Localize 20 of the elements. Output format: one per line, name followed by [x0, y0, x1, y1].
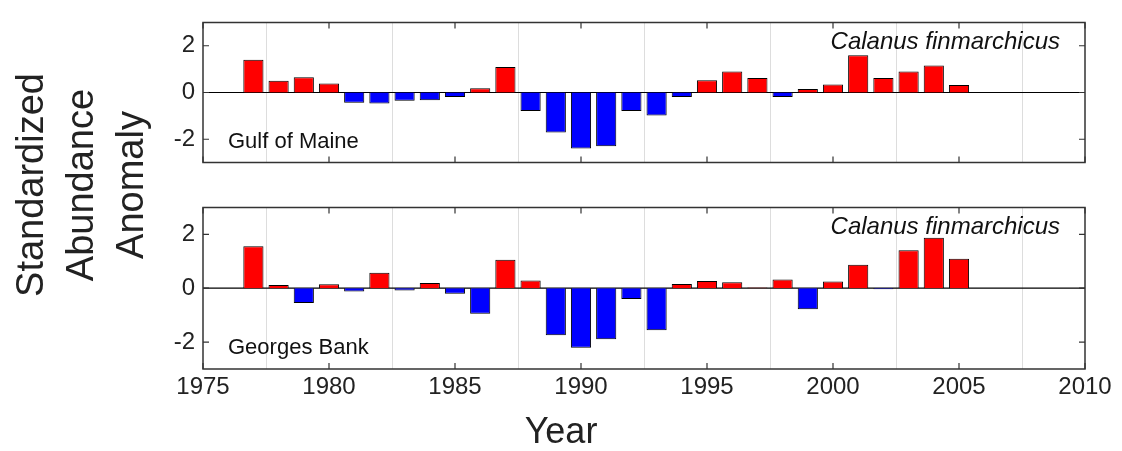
y-axis-title: Standardized Abundance Anomaly	[8, 72, 152, 299]
x-tick-label: 1975	[176, 372, 230, 400]
y-tick-label: -2	[173, 326, 195, 354]
x-tick-label: 1990	[554, 372, 608, 400]
x-tick-label: 2010	[1058, 372, 1112, 400]
x-tick-label: 2005	[932, 372, 986, 400]
x-tick-label: 1985	[428, 372, 482, 400]
y-tick-label: 0	[181, 77, 195, 105]
annotation: Gulf of Maine	[228, 127, 359, 153]
annotation: Calanus finmarchicus	[830, 27, 1060, 55]
x-axis-title: Year	[523, 410, 599, 451]
annotation: Calanus finmarchicus	[830, 212, 1060, 240]
y-tick-label: -2	[173, 123, 195, 151]
x-tick-label: 1980	[302, 372, 356, 400]
annotation: Georges Bank	[228, 334, 370, 360]
y-tick-label: 0	[181, 272, 195, 300]
y-tick-label: 2	[181, 30, 195, 58]
y-tick-label: 2	[181, 218, 195, 246]
x-tick-label: 1995	[680, 372, 734, 400]
x-tick-label: 2000	[806, 372, 860, 400]
